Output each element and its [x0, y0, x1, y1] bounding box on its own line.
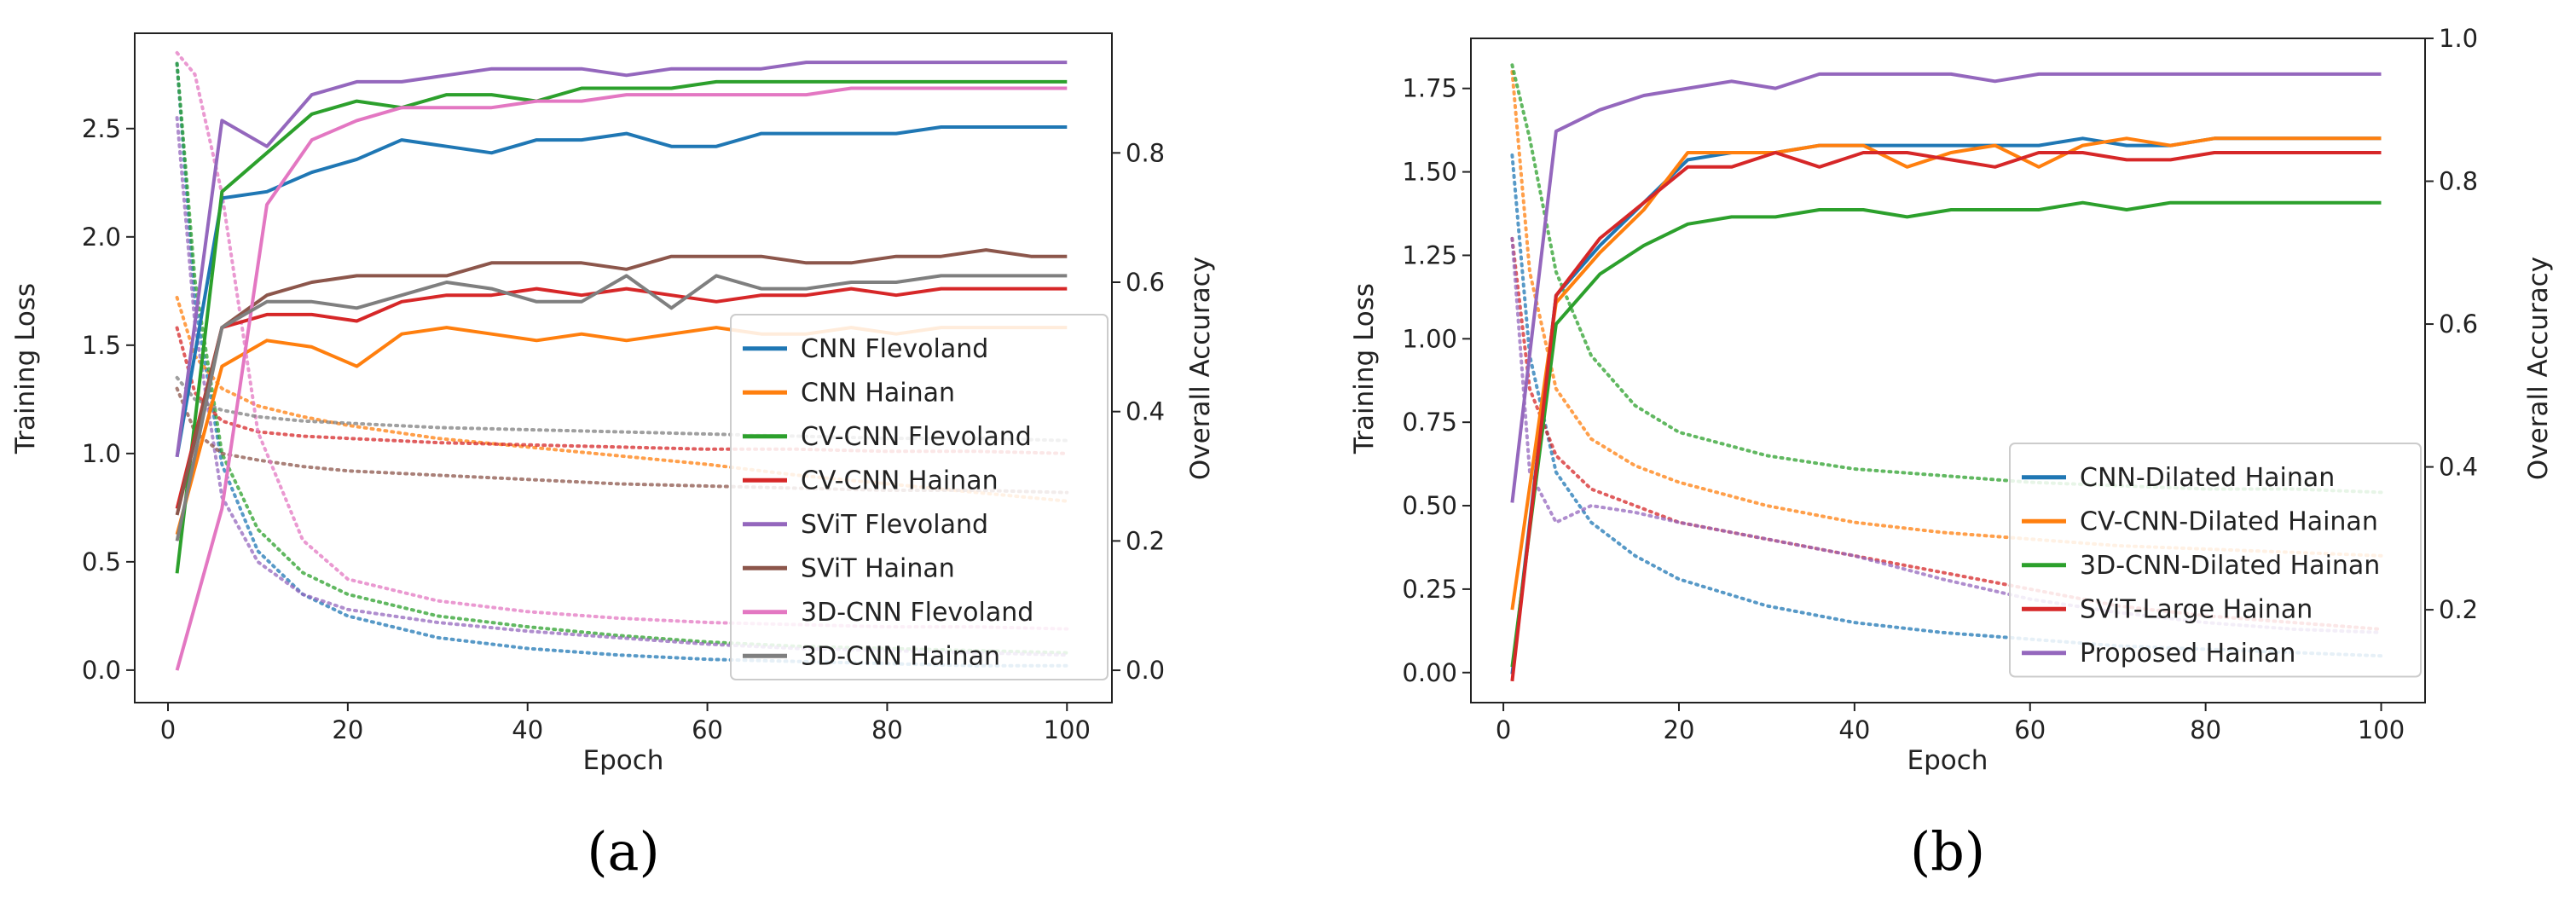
y-right-tick-label: 0.6: [1126, 268, 1165, 297]
loss-line-svit-hainan: [175, 386, 1069, 495]
plot-frame-b: [1470, 38, 2426, 703]
y-right-tick-label: 0.8: [2439, 167, 2478, 196]
accuracy-line-svit-hainan: [175, 248, 1068, 516]
y-left-tick-label: 0.25: [1402, 575, 1457, 604]
legend-label: CV-CNN Flevoland: [801, 422, 1032, 452]
chart-panel-a: 0 20 40 60 80 100 0.0 0.5 1.0 1.5 2.0 2.5 0.0 0.2 0.…: [10, 32, 1216, 883]
x-tick-label: 60: [2014, 715, 2046, 744]
y-right-tick-label: 0.4: [1126, 397, 1165, 426]
legend-label: Proposed Hainan: [2080, 639, 2295, 669]
x-tick-label: 80: [871, 715, 903, 744]
y-left-tick-label: 0.5: [82, 547, 121, 576]
accuracy-line-cv-cnn-flevoland: [175, 79, 1068, 574]
plot-frame-a: [134, 32, 1113, 703]
accuracy-line-cnn-flevoland: [175, 125, 1068, 458]
x-tick-label: 20: [332, 715, 363, 744]
legend-label: SViT Hainan: [801, 553, 955, 583]
legend-box: [730, 314, 1109, 680]
legend-label: 3D-CNN-Dilated Hainan: [2080, 551, 2380, 581]
legend-box: [2009, 443, 2422, 678]
y-left-tick-label: 1.00: [1402, 324, 1457, 353]
x-tick-label: 80: [2190, 715, 2221, 744]
legend-label: CNN Flevoland: [801, 334, 988, 364]
caption-b: (b): [1910, 820, 1985, 883]
y-right-tick-label: 0.2: [1126, 526, 1165, 555]
y-left-axis-label-b: Training Loss: [1349, 283, 1380, 454]
y-right-tick-label: 0.8: [1126, 138, 1165, 167]
caption-a: (a): [587, 820, 659, 883]
x-axis-label-b: Epoch: [1907, 745, 1988, 776]
legend-label: SViT-Large Hainan: [2080, 594, 2313, 624]
y-left-tick-label: 1.75: [1402, 74, 1457, 103]
y-left-tick-label: 1.5: [82, 331, 121, 360]
legend-label: CV-CNN Hainan: [801, 466, 999, 495]
y-left-tick-label: 0.0: [82, 656, 121, 685]
x-axis-label-a: Epoch: [583, 745, 664, 776]
y-right-tick-label: 0.4: [2439, 453, 2478, 482]
y-left-tick-label: 0.75: [1402, 408, 1457, 437]
y-left-tick-label: 2.0: [82, 223, 121, 252]
x-tick-label: 40: [1838, 715, 1870, 744]
y-right-tick-label: 0.0: [1126, 656, 1165, 685]
y-right-axis-label-b: Overall Accuracy: [2523, 257, 2554, 480]
accuracy-line-svit-large-hainan: [1510, 151, 2382, 682]
y-right-tick-label: 0.2: [2439, 595, 2478, 624]
x-tick-label: 20: [1664, 715, 1695, 744]
legend-label: CV-CNN-Dilated Hainan: [2080, 506, 2378, 536]
accuracy-line-3d-cnn-dilated-hainan: [1510, 200, 2382, 668]
chart-panel-b: 0 20 40 60 80 100 0.00 0.25 0.50 0.75 1.00 1.25 1.5…: [1349, 24, 2554, 883]
accuracy-line-svit-flevoland: [175, 61, 1068, 458]
x-tick-label: 100: [1044, 715, 1091, 744]
y-left-axis-label-a: Training Loss: [10, 283, 41, 454]
x-tick-label: 0: [1496, 715, 1511, 744]
legend-label: 3D-CNN Flevoland: [801, 598, 1033, 628]
loss-line-3d-cnn-flevoland: [175, 50, 1069, 631]
accuracy-line-3d-cnn-hainan: [175, 274, 1068, 541]
y-left-tick-label: 1.50: [1402, 158, 1457, 187]
legend-b: CNN-Dilated Hainan CV-CNN-Dilated Hainan 3…: [2009, 443, 2422, 678]
y-right-tick-label: 0.6: [2439, 310, 2478, 339]
legend-label: CNN Hainan: [801, 378, 955, 408]
y-left-tick-label: 0.50: [1402, 491, 1457, 520]
y-left-tick-label: 1.0: [82, 439, 121, 468]
legend-label: CNN-Dilated Hainan: [2080, 463, 2335, 493]
accuracy-line-cv-cnn-hainan: [175, 287, 1068, 509]
y-left-tick-label: 1.25: [1402, 240, 1457, 269]
x-tick-label: 60: [692, 715, 723, 744]
x-tick-label: 100: [2358, 715, 2405, 744]
y-right-axis-label-a: Overall Accuracy: [1185, 257, 1216, 480]
legend-a: CNN Flevoland CNN Hainan CV-CNN Flevoland C…: [730, 314, 1109, 680]
accuracy-line-3d-cnn-flevoland: [175, 86, 1068, 671]
y-left-tick-label: 2.5: [82, 114, 121, 143]
loss-line-3d-cnn-dilated-hainan: [1510, 63, 2383, 495]
x-tick-label: 0: [160, 715, 176, 744]
x-tick-label: 40: [512, 715, 543, 744]
y-left-tick-label: 0.00: [1402, 658, 1457, 687]
y-right-tick-label: 1.0: [2439, 24, 2478, 53]
accuracy-line-proposed-hainan: [1510, 72, 2382, 503]
legend-label: SViT Flevoland: [801, 510, 988, 540]
legend-label: 3D-CNN Hainan: [801, 641, 1000, 671]
